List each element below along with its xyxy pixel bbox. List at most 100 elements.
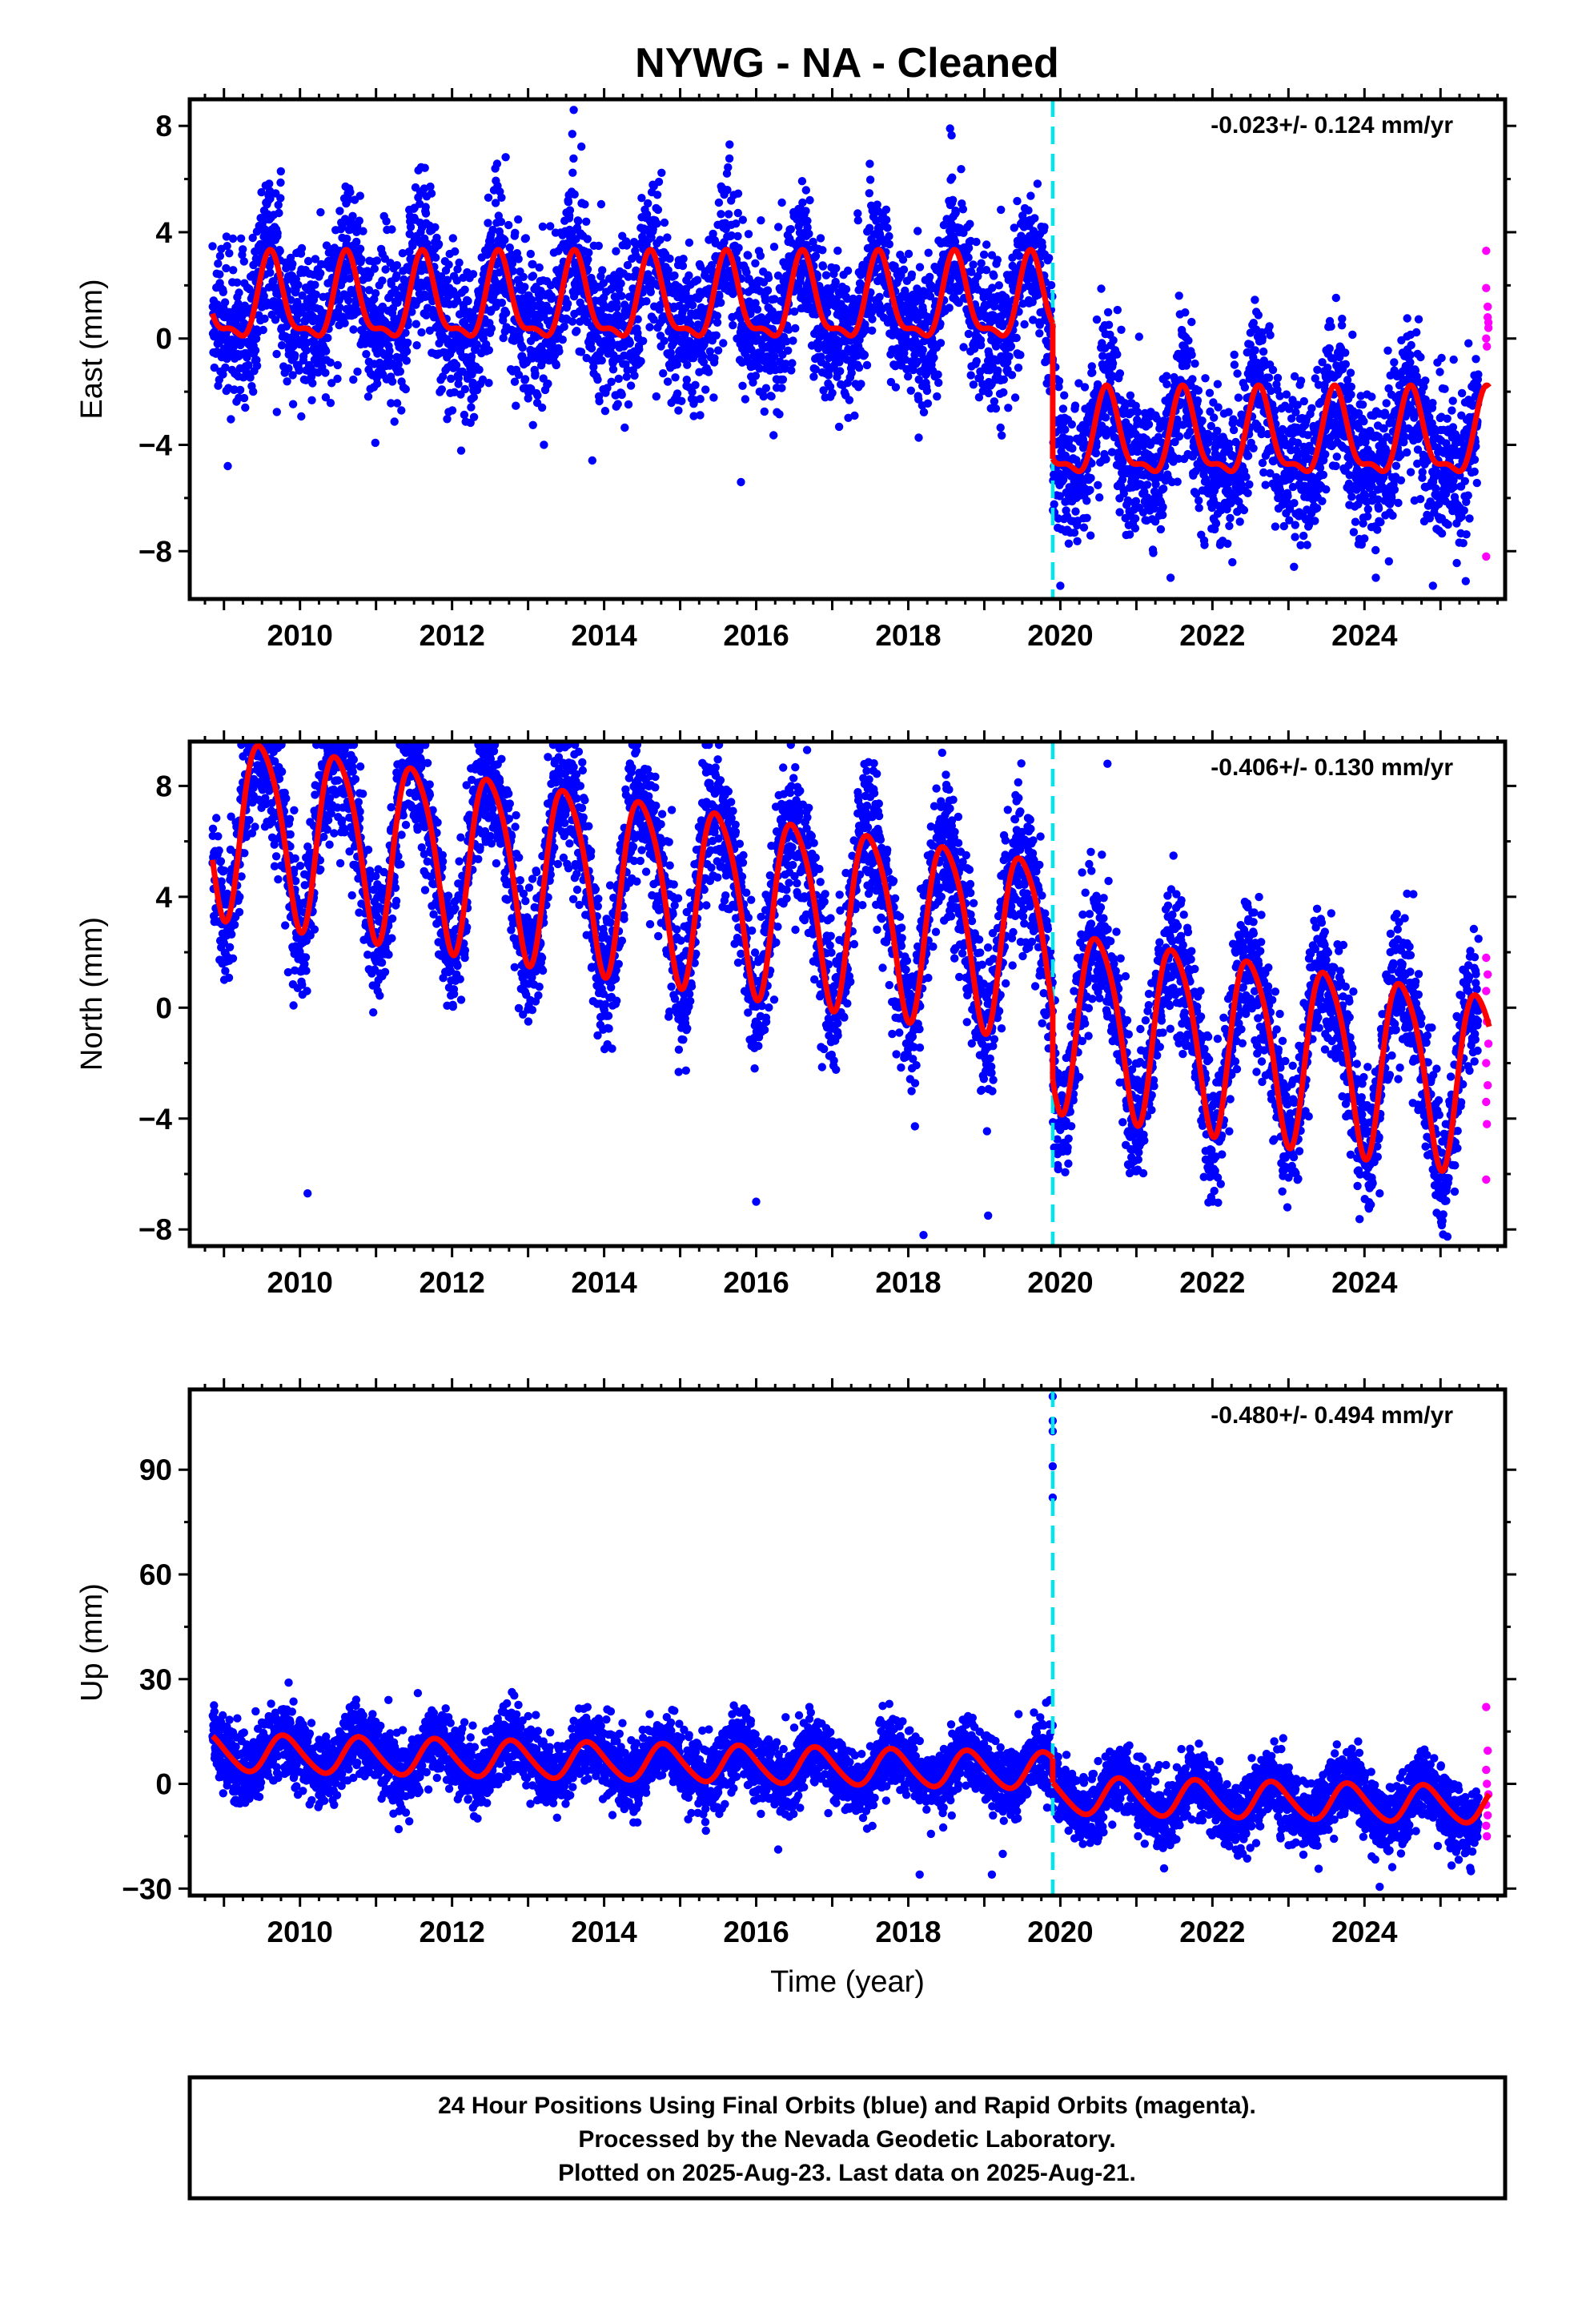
final-orbit-point <box>421 209 431 218</box>
final-orbit-point <box>531 369 540 378</box>
final-orbit-point <box>276 167 285 176</box>
final-orbit-point <box>249 260 258 270</box>
final-orbit-point <box>496 217 506 227</box>
final-orbit-point <box>767 392 776 401</box>
final-orbit-point <box>302 346 311 355</box>
final-orbit-point <box>580 200 589 209</box>
final-orbit-point <box>357 255 366 264</box>
final-orbit-point <box>713 318 722 327</box>
final-orbit-point <box>998 431 1006 440</box>
final-orbit-point <box>899 265 909 274</box>
final-orbit-point <box>1086 473 1095 483</box>
final-orbit-point <box>338 223 347 231</box>
final-orbit-point <box>582 217 591 226</box>
final-orbit-point <box>443 275 452 284</box>
final-orbit-point <box>1092 315 1102 324</box>
final-orbit-point <box>1130 524 1140 533</box>
final-orbit-point <box>257 187 266 197</box>
final-orbit-point <box>738 215 747 224</box>
final-orbit-point <box>769 243 779 251</box>
final-orbit-point <box>1265 322 1274 331</box>
final-orbit-point <box>1181 308 1190 317</box>
final-orbit-point <box>926 272 934 281</box>
final-orbit-point <box>993 255 1002 264</box>
final-orbit-point <box>777 198 786 207</box>
final-orbit-point <box>660 218 669 227</box>
final-orbit-point <box>670 271 679 280</box>
final-orbit-point <box>791 324 800 333</box>
final-orbit-point <box>460 410 469 420</box>
final-orbit-point <box>221 363 230 372</box>
final-orbit-point <box>753 305 762 314</box>
final-orbit-point <box>1005 352 1014 361</box>
final-orbit-point <box>789 336 797 345</box>
final-orbit-point <box>843 266 853 275</box>
final-orbit-point <box>862 360 872 370</box>
final-orbit-point <box>265 179 274 188</box>
final-orbit-point <box>460 384 470 394</box>
final-orbit-point <box>533 391 542 400</box>
final-orbit-point <box>354 307 363 316</box>
final-orbit-point <box>335 303 344 312</box>
final-orbit-point <box>1117 325 1126 334</box>
final-orbit-point <box>360 340 369 348</box>
final-orbit-point <box>1290 499 1299 508</box>
final-orbit-point <box>850 411 859 420</box>
final-orbit-point <box>977 259 986 267</box>
final-orbit-point <box>612 303 621 312</box>
final-orbit-point <box>213 300 222 309</box>
final-orbit-point <box>1195 504 1203 513</box>
final-orbit-point <box>443 415 452 424</box>
final-orbit-point <box>774 223 783 231</box>
final-orbit-point <box>437 385 446 394</box>
final-orbit-point <box>717 210 725 219</box>
final-orbit-point <box>453 265 462 274</box>
final-orbit-point <box>527 296 536 304</box>
final-orbit-point <box>408 308 416 316</box>
final-orbit-point <box>467 403 476 412</box>
final-orbit-point <box>885 231 893 241</box>
final-orbit-point <box>1058 404 1068 413</box>
final-orbit-point <box>402 347 412 356</box>
final-orbit-point <box>508 267 517 275</box>
final-orbit-point <box>999 388 1008 397</box>
final-orbit-point <box>228 234 238 243</box>
final-orbit-point <box>587 344 596 353</box>
final-orbit-point <box>427 189 436 198</box>
final-orbit-point <box>272 349 281 359</box>
final-orbit-point <box>526 249 535 259</box>
final-orbit-point <box>656 235 665 244</box>
final-orbit-point <box>1299 396 1309 406</box>
final-orbit-point <box>907 270 917 279</box>
final-orbit-point <box>593 375 602 384</box>
final-orbit-point <box>696 411 705 420</box>
final-orbit-point <box>364 286 374 295</box>
final-orbit-point <box>673 360 681 369</box>
final-orbit-point <box>626 381 636 390</box>
final-orbit-point <box>831 277 840 287</box>
final-orbit-point <box>614 374 623 384</box>
final-orbit-point <box>283 377 291 386</box>
final-orbit-point <box>865 189 874 198</box>
final-orbit-point <box>1086 531 1095 540</box>
final-orbit-point <box>275 208 283 218</box>
final-orbit-point <box>512 401 520 410</box>
final-orbit-point <box>678 261 688 271</box>
final-orbit-point <box>1142 480 1152 489</box>
final-orbit-point <box>1186 427 1195 436</box>
final-orbit-point <box>945 304 954 312</box>
final-orbit-point <box>323 333 332 343</box>
final-orbit-point <box>685 238 694 247</box>
final-orbit-point <box>546 222 555 231</box>
final-orbit-point <box>340 319 349 328</box>
final-orbit-point <box>1035 329 1044 338</box>
final-orbit-point <box>919 408 929 416</box>
final-orbit-point <box>984 388 994 398</box>
final-orbit-point <box>1299 531 1308 541</box>
final-orbit-point <box>544 379 552 388</box>
final-orbit-point <box>294 280 303 289</box>
final-orbit-point <box>1133 408 1142 416</box>
final-orbit-point <box>412 341 421 350</box>
final-orbit-point <box>392 271 401 280</box>
final-orbit-point <box>966 219 974 228</box>
